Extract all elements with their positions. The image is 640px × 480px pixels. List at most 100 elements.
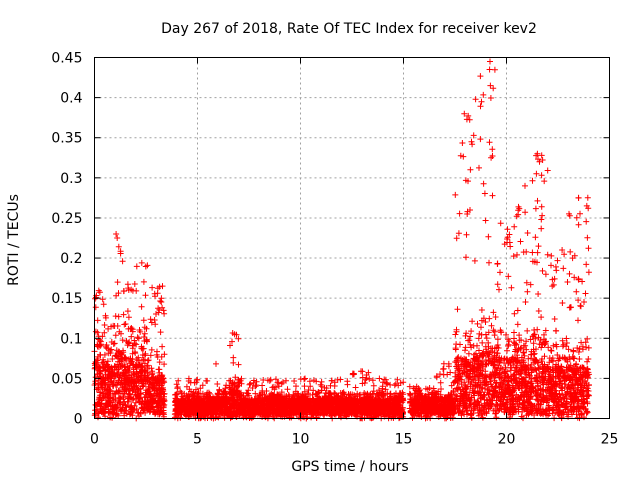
data-point [159, 343, 166, 350]
data-point [100, 301, 107, 308]
data-point [226, 377, 233, 384]
data-point [117, 404, 124, 411]
data-point [134, 334, 141, 341]
data-point [113, 292, 120, 299]
data-point [125, 367, 132, 374]
data-point [187, 407, 193, 414]
data-point [92, 294, 99, 301]
data-point [203, 410, 210, 417]
data-point [174, 404, 181, 411]
data-point [102, 312, 109, 319]
data-point [115, 412, 122, 419]
data-point [128, 325, 135, 332]
data-point [203, 377, 210, 384]
data-point [486, 259, 492, 266]
data-point [125, 364, 132, 371]
data-point [92, 295, 99, 302]
data-point [123, 404, 130, 411]
data-point [99, 359, 106, 366]
data-point [210, 410, 217, 417]
data-point [98, 407, 105, 414]
data-point [489, 192, 496, 199]
data-point [149, 370, 156, 377]
data-point [92, 374, 99, 381]
data-point [229, 386, 236, 393]
data-point [158, 353, 165, 360]
data-point [120, 311, 127, 318]
data-point [189, 398, 196, 405]
data-point [142, 409, 149, 416]
data-point [152, 321, 159, 328]
data-point [102, 408, 109, 415]
data-point [119, 337, 126, 344]
data-point [456, 210, 463, 217]
data-point [487, 95, 494, 101]
data-point [120, 288, 127, 295]
data-point [115, 377, 122, 384]
data-point [220, 390, 227, 396]
data-point [479, 339, 486, 346]
data-point [100, 356, 107, 363]
data-point [179, 400, 186, 407]
data-point [223, 382, 230, 389]
data-point [477, 103, 484, 110]
data-point [140, 345, 147, 352]
data-point [478, 98, 485, 105]
data-point [465, 350, 472, 357]
data-point [197, 385, 204, 392]
data-point [147, 401, 154, 408]
data-point [140, 278, 147, 285]
data-point [92, 304, 99, 311]
data-point [301, 376, 308, 383]
data-point [155, 309, 162, 316]
data-point [301, 383, 308, 390]
data-point [115, 313, 122, 320]
data-point [157, 298, 164, 304]
data-point [211, 406, 218, 413]
data-point [193, 377, 200, 383]
data-point [215, 404, 222, 411]
data-point [106, 379, 113, 386]
data-point [105, 401, 112, 408]
data-point [151, 388, 158, 394]
data-point [124, 398, 131, 405]
data-point [147, 316, 154, 323]
data-point [214, 381, 221, 387]
data-point [158, 391, 165, 398]
data-point [205, 405, 212, 412]
data-point [125, 314, 132, 321]
data-point [504, 226, 511, 233]
data-point [158, 382, 165, 389]
data-point [486, 315, 493, 322]
data-point [141, 352, 148, 359]
data-point [491, 66, 498, 73]
data-point [483, 335, 490, 342]
data-point [95, 343, 102, 350]
data-point [462, 347, 468, 354]
data-point [148, 393, 155, 400]
data-point [149, 384, 156, 391]
data-point [112, 396, 119, 402]
data-point [188, 391, 194, 398]
data-point [105, 345, 112, 352]
data-point [486, 139, 493, 146]
data-point [95, 353, 101, 360]
data-point [452, 331, 459, 338]
data-point [233, 397, 240, 404]
data-point [129, 328, 136, 335]
data-point [175, 377, 182, 384]
data-point [233, 387, 240, 394]
data-point [138, 303, 145, 310]
data-point [127, 390, 133, 397]
data-point [143, 325, 150, 332]
data-point [161, 351, 168, 358]
data-point [231, 399, 238, 406]
data-points [91, 58, 592, 422]
data-point [142, 263, 149, 270]
data-point [107, 350, 114, 356]
data-point [142, 292, 149, 299]
data-point [252, 390, 259, 397]
data-point [153, 311, 159, 317]
data-point [140, 380, 147, 387]
